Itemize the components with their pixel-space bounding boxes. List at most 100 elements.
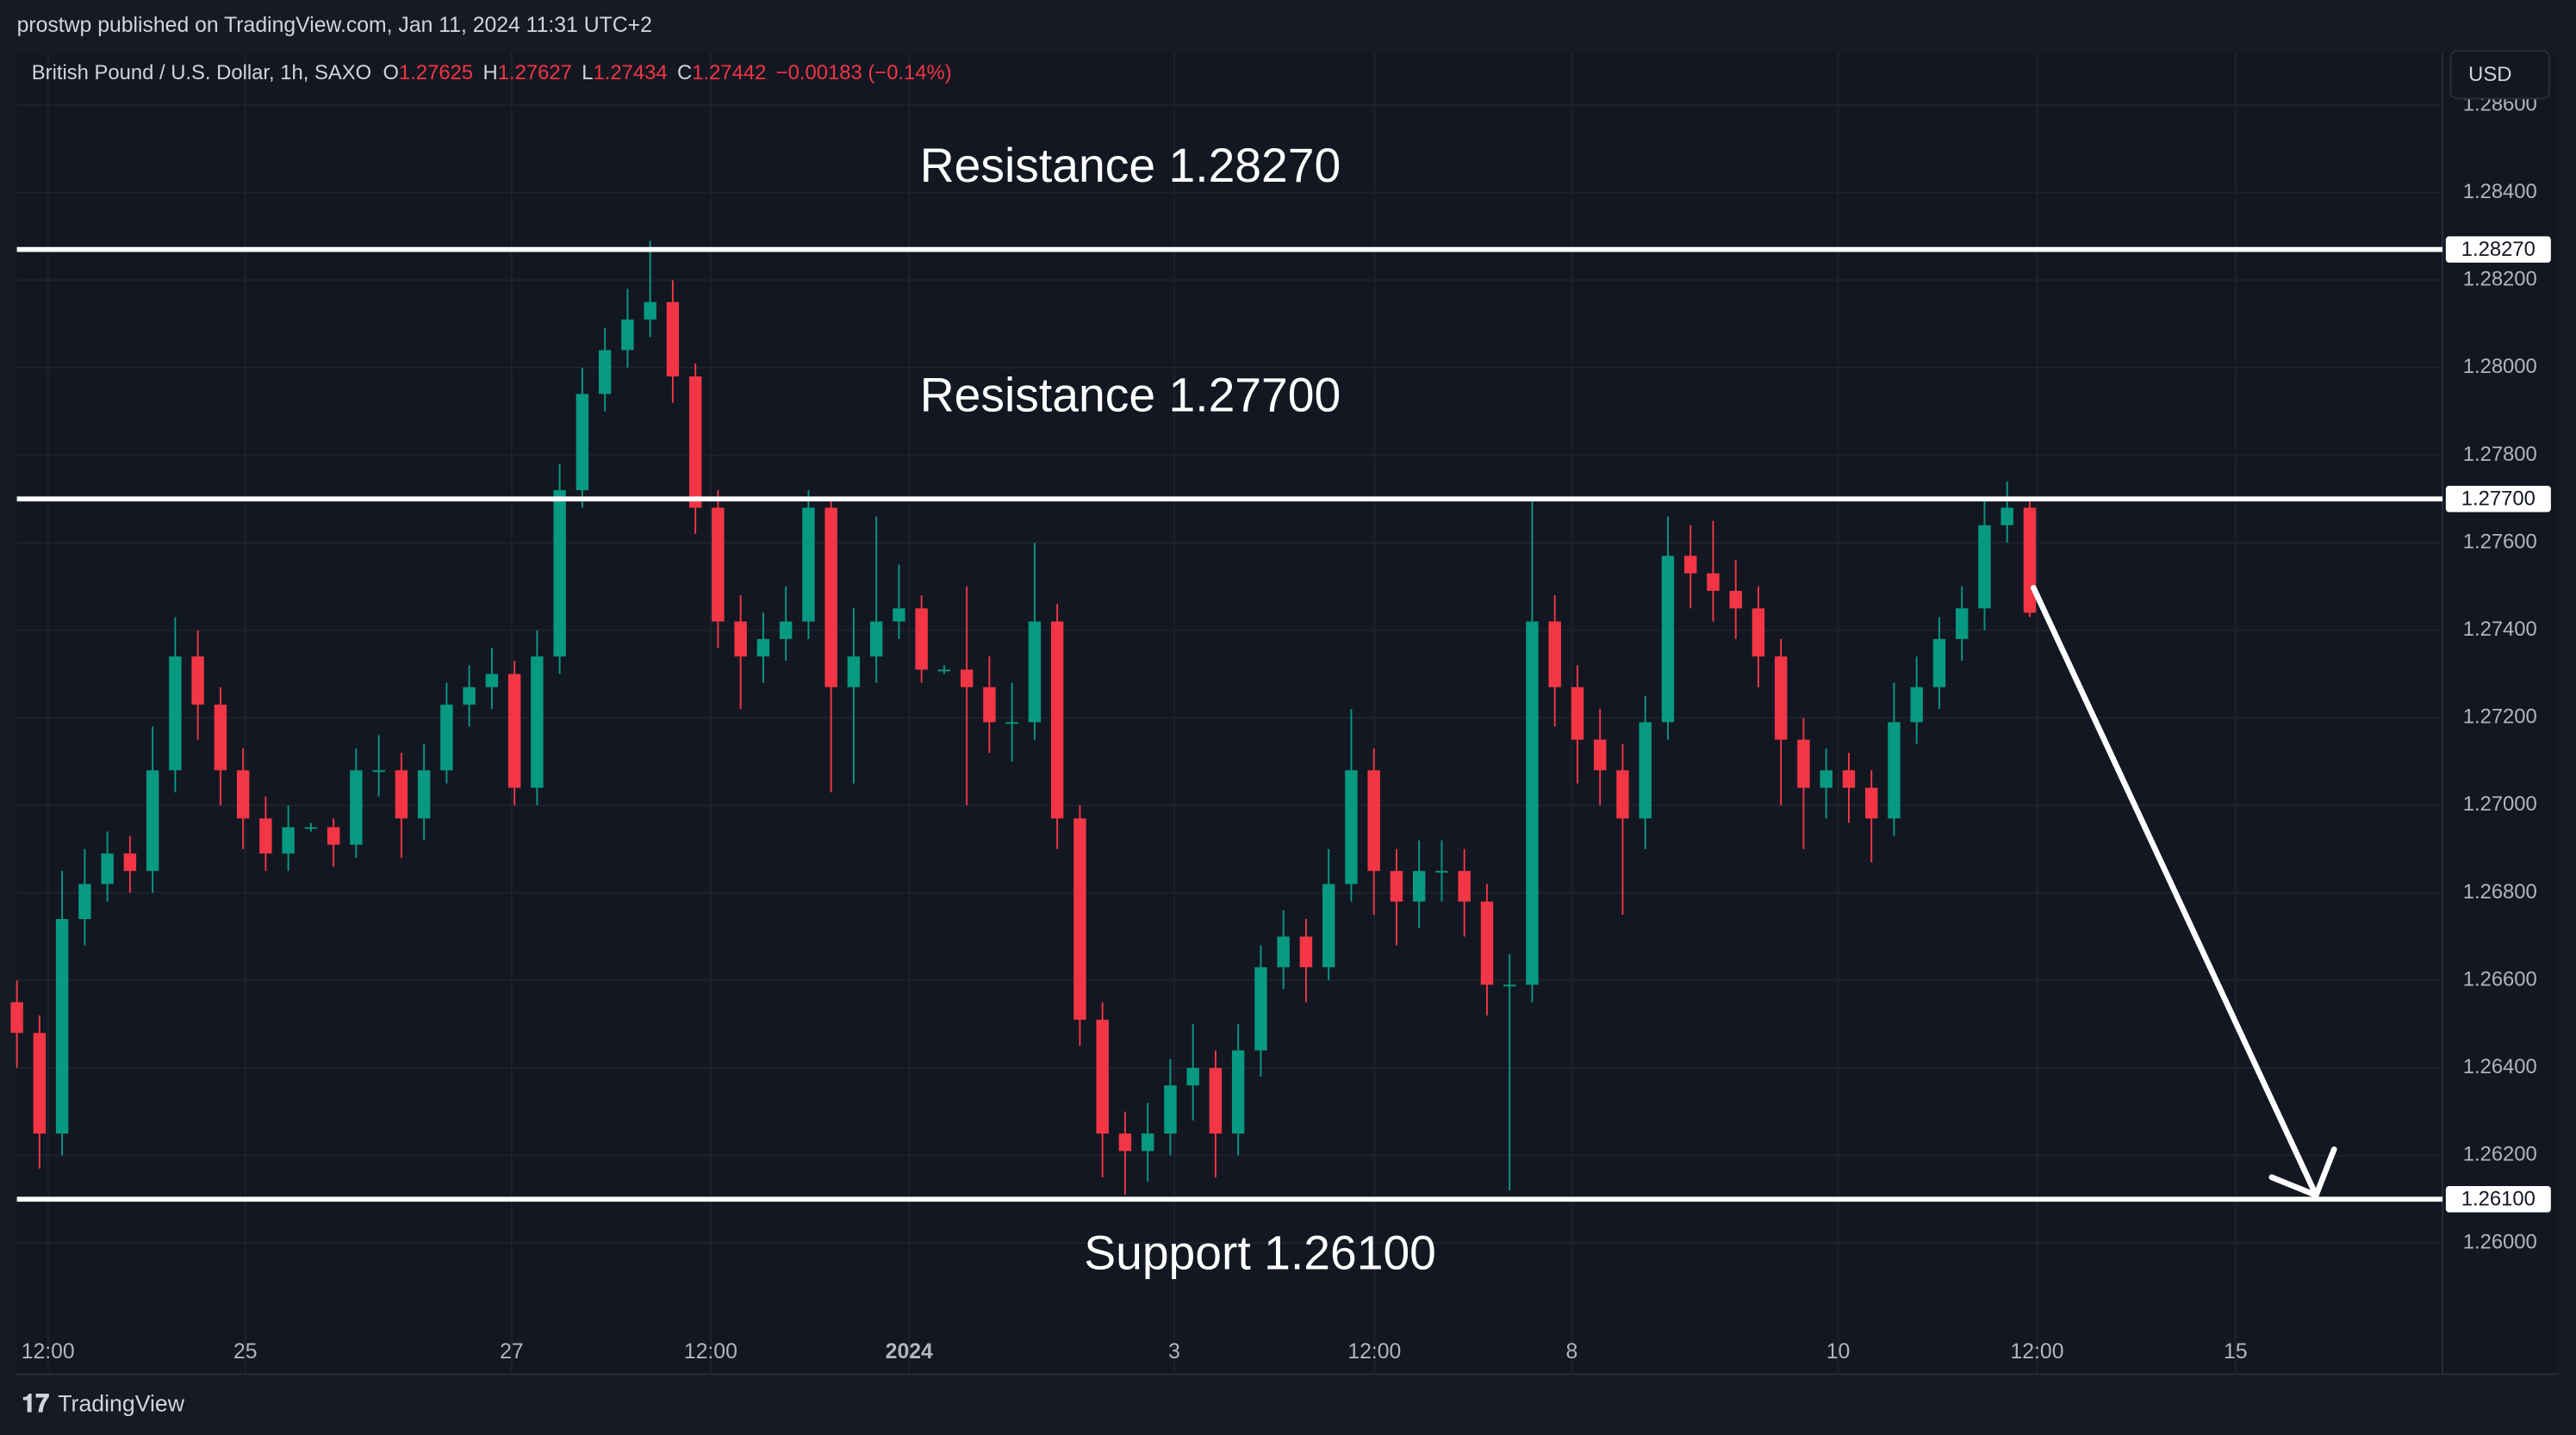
candle-body — [440, 705, 453, 771]
candle-body — [779, 621, 793, 639]
candle-body — [824, 507, 837, 687]
ohlc-key: H — [483, 61, 498, 84]
x-tick-label: 3 — [1168, 1340, 1180, 1364]
candle-body — [214, 705, 227, 771]
candle-body — [1910, 686, 1923, 723]
candle-body — [169, 656, 182, 771]
candle-body — [1571, 686, 1584, 740]
brand-name: TradingView — [58, 1391, 185, 1417]
ohlc-value: 1.27442 — [692, 61, 766, 84]
y-tick-label: 1.27600 — [2463, 530, 2537, 553]
candle-body — [576, 394, 589, 491]
candle-body — [395, 770, 408, 819]
candle-body — [1661, 556, 1675, 723]
candle-body — [304, 827, 318, 829]
candle-body — [960, 669, 974, 687]
y-tick-label: 1.27000 — [2463, 792, 2537, 816]
level-label: 1.28270 — [2461, 238, 2536, 261]
candle-body — [1503, 985, 1516, 987]
candle-body — [1955, 608, 1969, 639]
candle-body — [553, 490, 566, 657]
candle-body — [598, 350, 612, 394]
candle-body — [869, 621, 883, 657]
candle-body — [236, 770, 250, 819]
candle-body — [756, 638, 770, 657]
candles — [10, 240, 2037, 1196]
ohlc-key: L — [582, 61, 593, 84]
candle-body — [55, 919, 69, 1134]
candle-body — [78, 884, 91, 920]
candle-body — [1820, 770, 1832, 788]
x-tick-label: 2024 — [886, 1340, 933, 1364]
level-label: 1.27700 — [2461, 488, 2536, 511]
level-label-box — [2445, 236, 2551, 263]
y-tick-label: 1.28000 — [2463, 355, 2537, 378]
candle-body — [1164, 1085, 1177, 1134]
candle-body — [259, 818, 272, 854]
candle-body — [1345, 770, 1358, 885]
candle-body — [1412, 871, 1426, 902]
candle-body — [1186, 1067, 1199, 1086]
grid: 1.26000 1.26200 1.26400 1.26600 1.26800 1.270… — [16, 52, 2537, 1375]
change: −0.00183 (−0.14%) — [776, 61, 952, 84]
candle-body — [1322, 884, 1335, 967]
candle-body — [1299, 936, 1313, 967]
candle-body — [712, 507, 725, 622]
candle-body — [983, 686, 996, 723]
candle-body — [1526, 621, 1539, 985]
candle-body — [1932, 638, 1946, 687]
candle-body — [1752, 608, 1765, 657]
y-tick-label: 1.26200 — [2463, 1143, 2537, 1166]
candle-body — [1842, 770, 1856, 788]
candle-body — [191, 656, 204, 705]
candle-body — [1639, 722, 1652, 819]
ohlc-value: 1.27434 — [594, 61, 668, 84]
brand-logo: 𝟏𝟕 — [22, 1390, 49, 1418]
candle-body — [1005, 722, 1018, 724]
candle-body — [802, 507, 815, 622]
level-annotation: Support 1.26100 — [1084, 1227, 1436, 1280]
symbol: British Pound / U.S. Dollar, 1h, SAXO — [32, 61, 371, 84]
candle-body — [350, 770, 363, 845]
candle-body — [688, 376, 702, 508]
candle-body — [282, 827, 295, 854]
y-tick-label: 1.27200 — [2463, 705, 2537, 729]
published-note: prostwp published on TradingView.com, Ja… — [17, 14, 652, 37]
y-tick-label: 1.27400 — [2463, 618, 2537, 641]
candle-body — [1073, 818, 1086, 1020]
candle-body — [2023, 507, 2037, 613]
candle-body — [1458, 871, 1471, 902]
candle-body — [1978, 525, 1991, 609]
candle-body — [33, 1033, 47, 1134]
candle-body — [1028, 621, 1042, 723]
currency-label[interactable]: USD — [2468, 63, 2511, 86]
level-label: 1.26100 — [2461, 1187, 2536, 1210]
x-tick-label: 12:00 — [1347, 1340, 1401, 1364]
candle-body — [1254, 966, 1267, 1051]
candle-body — [463, 686, 476, 705]
candle-body — [123, 853, 137, 872]
y-tick-label: 1.26400 — [2463, 1055, 2537, 1078]
candle-body — [1209, 1067, 1223, 1134]
candle-body — [146, 770, 159, 872]
currency-button[interactable] — [2449, 50, 2550, 100]
candle-body — [372, 770, 385, 773]
x-tick-label: 12:00 — [2011, 1340, 2064, 1364]
price-axis — [2442, 52, 2558, 1375]
ohlc-key: C — [677, 61, 692, 84]
y-tick-label: 1.26000 — [2463, 1230, 2537, 1253]
candle-body — [1050, 621, 1064, 819]
candle-body — [621, 319, 634, 351]
ohlc-value: 1.27627 — [498, 61, 572, 84]
candle-body — [1548, 621, 1561, 687]
candle-body — [1888, 722, 1901, 819]
candle-body — [1435, 871, 1448, 873]
arrow-shaft — [2031, 585, 2319, 1199]
level-label-box — [2445, 1185, 2551, 1213]
candle-body — [1683, 556, 1697, 574]
y-tick-label: 1.26600 — [2463, 967, 2537, 991]
candle-body — [1118, 1134, 1132, 1152]
y-tick-label: 1.27800 — [2463, 443, 2537, 466]
